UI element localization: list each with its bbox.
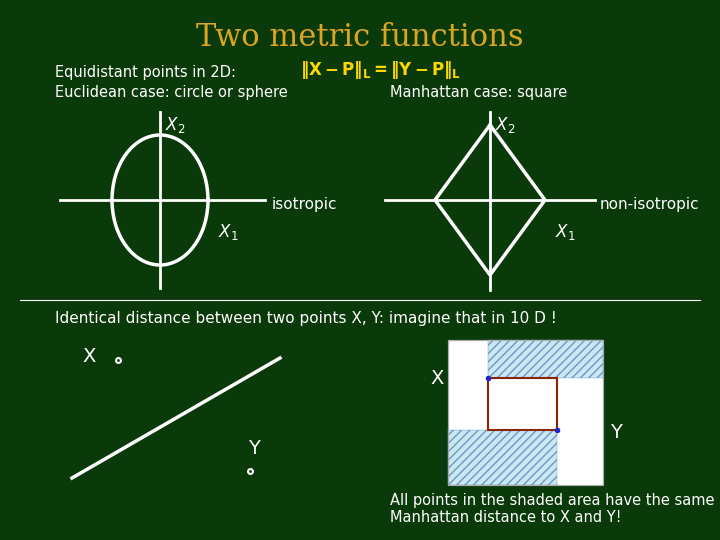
Text: Y: Y	[248, 438, 260, 457]
Bar	[448, 340, 603, 485]
Text: $X_2$: $X_2$	[495, 115, 516, 135]
Bar	[448, 430, 557, 485]
Text: Manhattan case: square: Manhattan case: square	[390, 84, 567, 99]
Bar	[488, 340, 603, 378]
Text: X: X	[430, 368, 444, 388]
Text: X: X	[82, 347, 95, 366]
Text: Euclidean case: circle or sphere: Euclidean case: circle or sphere	[55, 84, 288, 99]
Text: isotropic: isotropic	[272, 198, 338, 213]
Bar	[488, 340, 603, 378]
Text: $X_1$: $X_1$	[555, 222, 575, 242]
Bar	[448, 430, 557, 485]
Text: Manhattan distance to X and Y!: Manhattan distance to X and Y!	[390, 510, 621, 525]
Text: $X_1$: $X_1$	[218, 222, 238, 242]
Text: non-isotropic: non-isotropic	[600, 198, 700, 213]
Bar	[448, 340, 603, 485]
Text: $X_2$: $X_2$	[165, 115, 185, 135]
Text: Identical distance between two points X, Y: imagine that in 10 D !: Identical distance between two points X,…	[55, 310, 557, 326]
Text: Two metric functions: Two metric functions	[196, 23, 524, 53]
Text: Y: Y	[610, 422, 622, 442]
Text: All points in the shaded area have the same: All points in the shaded area have the s…	[390, 492, 714, 508]
Text: $\mathbf{\|X - P\|_L = \|Y - P\|_L}$: $\mathbf{\|X - P\|_L = \|Y - P\|_L}$	[300, 59, 461, 81]
Text: Equidistant points in 2D:: Equidistant points in 2D:	[55, 64, 236, 79]
